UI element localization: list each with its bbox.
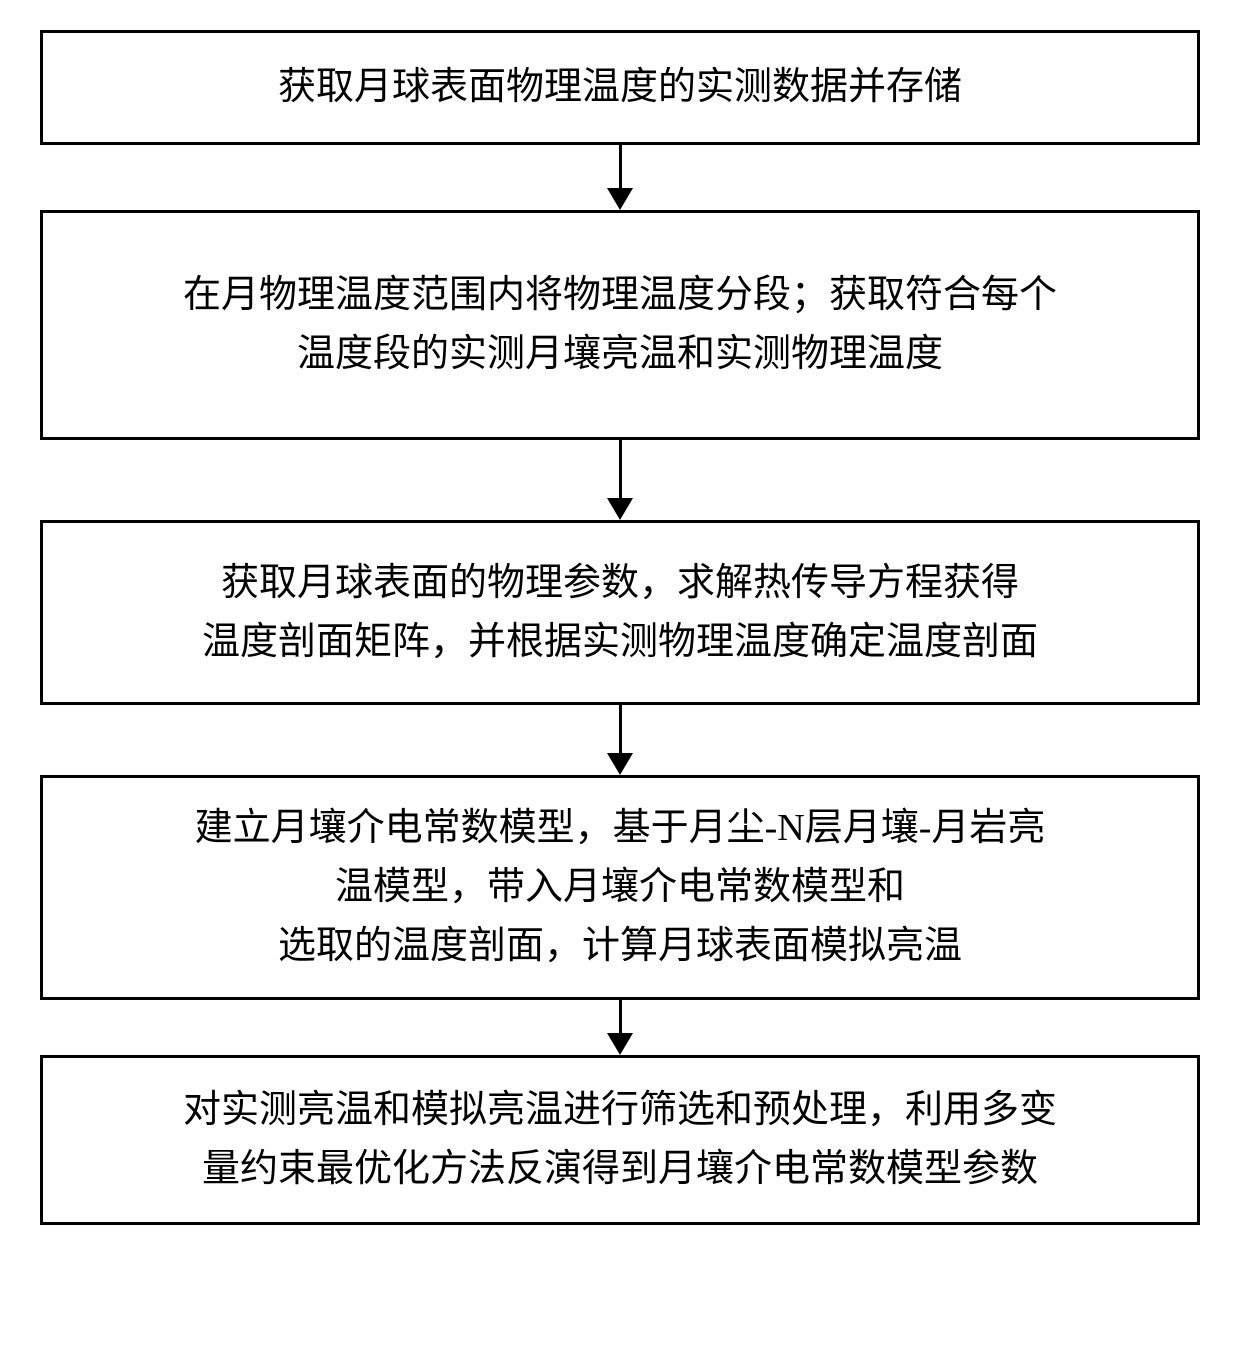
step-3-text: 获取月球表面的物理参数，求解热传导方程获得 温度剖面矩阵，并根据实测物理温度确定… xyxy=(202,554,1038,672)
arrow-down-icon xyxy=(607,498,633,520)
arrow-down-icon xyxy=(607,188,633,210)
flowchart-step-5: 对实测亮温和模拟亮温进行筛选和预处理，利用多变 量约束最优化方法反演得到月壤介电… xyxy=(40,1055,1200,1225)
flowchart-step-3: 获取月球表面的物理参数，求解热传导方程获得 温度剖面矩阵，并根据实测物理温度确定… xyxy=(40,520,1200,705)
arrow-3-line xyxy=(619,705,622,755)
step-5-text: 对实测亮温和模拟亮温进行筛选和预处理，利用多变 量约束最优化方法反演得到月壤介电… xyxy=(183,1081,1057,1199)
arrow-4 xyxy=(607,1000,633,1055)
flowchart-step-1: 获取月球表面物理温度的实测数据并存储 xyxy=(40,30,1200,145)
flowchart-step-2: 在月物理温度范围内将物理温度分段；获取符合每个 温度段的实测月壤亮温和实测物理温… xyxy=(40,210,1200,440)
arrow-1 xyxy=(607,145,633,210)
arrow-1-line xyxy=(619,145,622,190)
flowchart-container: 获取月球表面物理温度的实测数据并存储 在月物理温度范围内将物理温度分段；获取符合… xyxy=(40,30,1200,1225)
arrow-2-line xyxy=(619,440,622,500)
arrow-3 xyxy=(607,705,633,775)
step-2-text: 在月物理温度范围内将物理温度分段；获取符合每个 温度段的实测月壤亮温和实测物理温… xyxy=(183,266,1057,384)
flowchart-step-4: 建立月壤介电常数模型，基于月尘-N层月壤-月岩亮 温模型，带入月壤介电常数模型和… xyxy=(40,775,1200,1000)
arrow-4-line xyxy=(619,1000,622,1035)
step-1-text: 获取月球表面物理温度的实测数据并存储 xyxy=(278,58,962,117)
arrow-2 xyxy=(607,440,633,520)
arrow-down-icon xyxy=(607,1033,633,1055)
step-4-text: 建立月壤介电常数模型，基于月尘-N层月壤-月岩亮 温模型，带入月壤介电常数模型和… xyxy=(195,799,1046,976)
arrow-down-icon xyxy=(607,753,633,775)
